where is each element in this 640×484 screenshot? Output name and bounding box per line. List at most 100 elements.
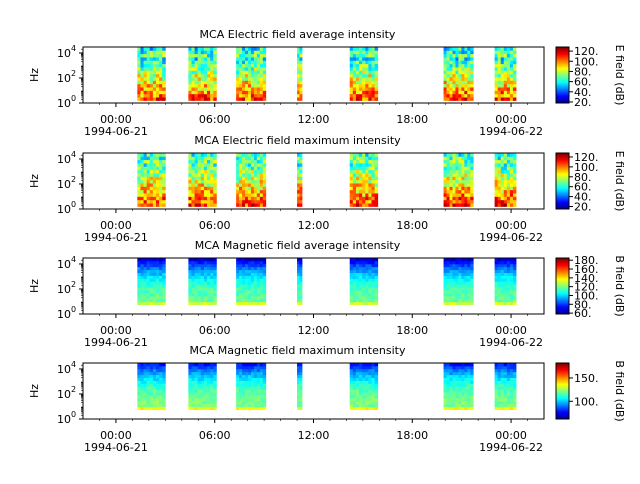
spectrogram-cell: [236, 60, 240, 65]
spectrogram-cell: [509, 176, 514, 181]
spectrogram-cell: [247, 153, 252, 157]
spectrogram-cell: [467, 295, 471, 300]
spectrogram-cell: [149, 400, 154, 405]
spectrogram-cell: [497, 50, 502, 55]
spectrogram-cell: [374, 53, 379, 58]
spectrogram-cell: [446, 47, 450, 51]
spectrogram-cell: [509, 397, 514, 402]
spectrogram-cell: [213, 363, 217, 367]
spectrogram-cell: [362, 176, 366, 181]
data-segment: [494, 258, 517, 306]
spectrogram-cell: [500, 169, 505, 174]
spectrogram-cell: [210, 258, 214, 262]
spectrogram-cell: [162, 186, 166, 191]
spectrogram-cell: [210, 295, 214, 300]
spectrogram-cell: [239, 77, 243, 81]
spectrogram-cell: [449, 400, 453, 405]
spectrogram-cell: [245, 63, 249, 68]
spectrogram-cell: [494, 169, 499, 174]
spectrogram-cell: [368, 50, 372, 55]
spectrogram-cell: [461, 63, 465, 68]
spectrogram-cell: [242, 47, 246, 51]
spectrogram-cell: [242, 272, 246, 276]
spectrogram-cell: [245, 183, 249, 187]
spectrogram-cell: [362, 403, 366, 408]
spectrogram-cell: [242, 156, 246, 161]
spectrogram-cell: [250, 73, 255, 78]
colorbar-cell: [556, 99, 569, 101]
spectrogram-cell: [203, 278, 208, 282]
spectrogram-cell: [152, 397, 157, 402]
spectrogram-cell: [236, 374, 240, 378]
spectrogram-cell: [362, 173, 366, 177]
colorbar-cell: [556, 402, 569, 404]
spectrogram-cell: [500, 395, 505, 399]
spectrogram-cell: [500, 365, 505, 370]
spectrogram-cell: [247, 77, 252, 81]
spectrogram-cell: [374, 156, 379, 161]
spectrogram-cell: [200, 292, 205, 297]
spectrogram-cell: [374, 371, 379, 376]
spectrogram-cell: [239, 159, 243, 164]
spectrogram-cell: [245, 363, 249, 367]
spectrogram-cell: [506, 403, 511, 408]
spectrogram-cell: [162, 263, 166, 268]
spectrogram-cell: [213, 83, 217, 88]
spectrogram-cell: [191, 63, 195, 68]
spectrogram-cell: [143, 60, 148, 65]
spectrogram-cell: [250, 374, 255, 378]
spectrogram-cell: [371, 156, 375, 161]
spectrogram-cell: [149, 266, 154, 271]
spectrogram-cell: [497, 83, 502, 88]
spectrogram-cell: [368, 269, 372, 273]
spectrogram-cell: [512, 389, 517, 393]
colorbar-cell: [556, 56, 569, 58]
spectrogram-cell: [443, 97, 447, 101]
spectrogram-cell: [162, 63, 166, 68]
spectrogram-cell: [299, 53, 303, 58]
spectrogram-cell: [509, 395, 514, 399]
colorbar-cell: [556, 96, 569, 98]
spectrogram-cell: [355, 386, 360, 390]
y-tick-label: 10: [57, 72, 71, 85]
spectrogram-cell: [152, 87, 157, 91]
spectrogram-cell: [362, 406, 366, 411]
spectrogram-cell: [155, 179, 160, 184]
spectrogram-cell: [247, 196, 252, 201]
spectrogram-cell: [494, 400, 499, 405]
colorbar-cell: [556, 271, 569, 273]
spectrogram-cell: [262, 383, 267, 387]
spectrogram-cell: [497, 275, 502, 279]
spectrogram-cell: [253, 269, 258, 273]
spectrogram-cell: [155, 153, 160, 157]
spectrogram-cell: [188, 368, 192, 373]
colorbar-cell: [556, 266, 569, 268]
spectrogram-cell: [467, 203, 471, 207]
spectrogram-cell: [449, 263, 453, 268]
spectrogram-cell: [162, 377, 166, 381]
spectrogram-cell: [371, 67, 375, 71]
spectrogram-cell: [140, 275, 144, 279]
spectrogram-cell: [497, 90, 502, 95]
spectrogram-cell: [245, 159, 249, 164]
spectrogram-cell: [443, 400, 447, 405]
spectrogram-cell: [262, 266, 267, 271]
spectrogram-cell: [250, 403, 255, 408]
spectrogram-cell: [355, 275, 360, 279]
spectrogram-cell: [452, 406, 456, 411]
colorbar-cell: [556, 54, 569, 56]
spectrogram-cell: [467, 80, 471, 85]
spectrogram-cell: [236, 176, 240, 181]
spectrogram-cell: [461, 380, 465, 384]
spectrogram-cell: [299, 193, 303, 197]
spectrogram-cell: [467, 400, 471, 405]
spectrogram-cell: [207, 383, 211, 387]
spectrogram-cell: [509, 292, 514, 297]
spectrogram-cell: [452, 203, 456, 207]
spectrogram-cell: [455, 281, 459, 285]
spectrogram-cell: [503, 70, 508, 75]
spectrogram-cell: [352, 290, 357, 294]
spectrogram-cell: [371, 284, 375, 288]
spectrogram-cell: [494, 392, 499, 396]
spectrogram-cell: [152, 260, 157, 265]
